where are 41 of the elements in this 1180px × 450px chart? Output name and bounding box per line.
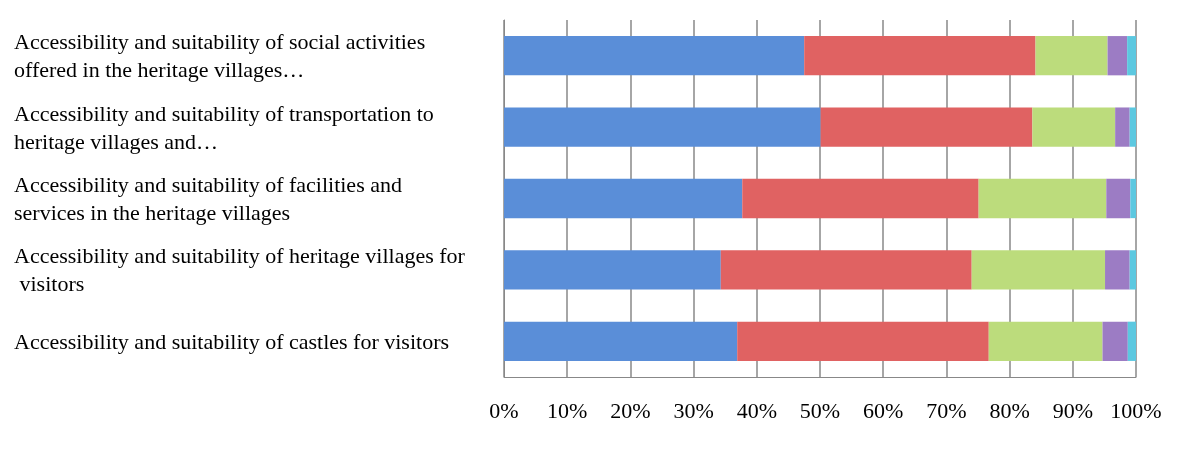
x-tick-label: 30%: [673, 397, 714, 423]
bar: [1107, 36, 1128, 76]
bar: [1105, 250, 1130, 290]
y-tick-label: Accessibility and suitability of heritage villages for visitors: [14, 243, 466, 297]
bar: [1129, 250, 1136, 290]
bar: [504, 250, 721, 290]
y-tick-label: Accessibility and suitability of facilities and services in the heritage villages: [14, 172, 408, 225]
x-tick-label: 10%: [547, 397, 588, 423]
y-tick-label: Accessibility and suitability of social activities offered in the heritage villages…: [14, 29, 431, 83]
bar: [1115, 107, 1130, 147]
bar: [1102, 321, 1128, 361]
bar: [1127, 321, 1136, 361]
bar: [1032, 107, 1116, 147]
x-tick-label: 60%: [863, 397, 904, 423]
bar: [1129, 107, 1136, 147]
bar: [1035, 36, 1108, 76]
bar: [742, 178, 979, 219]
y-tick-label: Accessibility and suitability of transportation to heritage villages and…: [14, 100, 440, 154]
x-tick-label: 50%: [799, 397, 841, 423]
x-tick-label: 90%: [1052, 397, 1093, 423]
bar: [978, 178, 1107, 219]
bar: [720, 250, 972, 290]
bar: [1130, 178, 1136, 219]
bar: [504, 321, 738, 361]
bar: [804, 36, 1036, 76]
bar: [737, 321, 989, 361]
bar: [504, 107, 821, 147]
bar: [1127, 36, 1136, 76]
bar: [971, 250, 1106, 290]
x-tick-label: 20%: [610, 397, 651, 423]
bar: [820, 107, 1033, 147]
x-tick-label: 0%: [489, 397, 519, 423]
x-tick-label: 40%: [736, 397, 777, 423]
bar: [1106, 178, 1131, 219]
bar: [988, 321, 1103, 361]
y-tick-label: Accessibility and suitability of castles for visitors: [14, 328, 450, 354]
bar: [504, 178, 743, 219]
x-tick-label: 100%: [1110, 397, 1162, 423]
x-tick-label: 80%: [989, 397, 1030, 423]
x-tick-label: 70%: [926, 397, 967, 423]
bar: [504, 36, 805, 76]
